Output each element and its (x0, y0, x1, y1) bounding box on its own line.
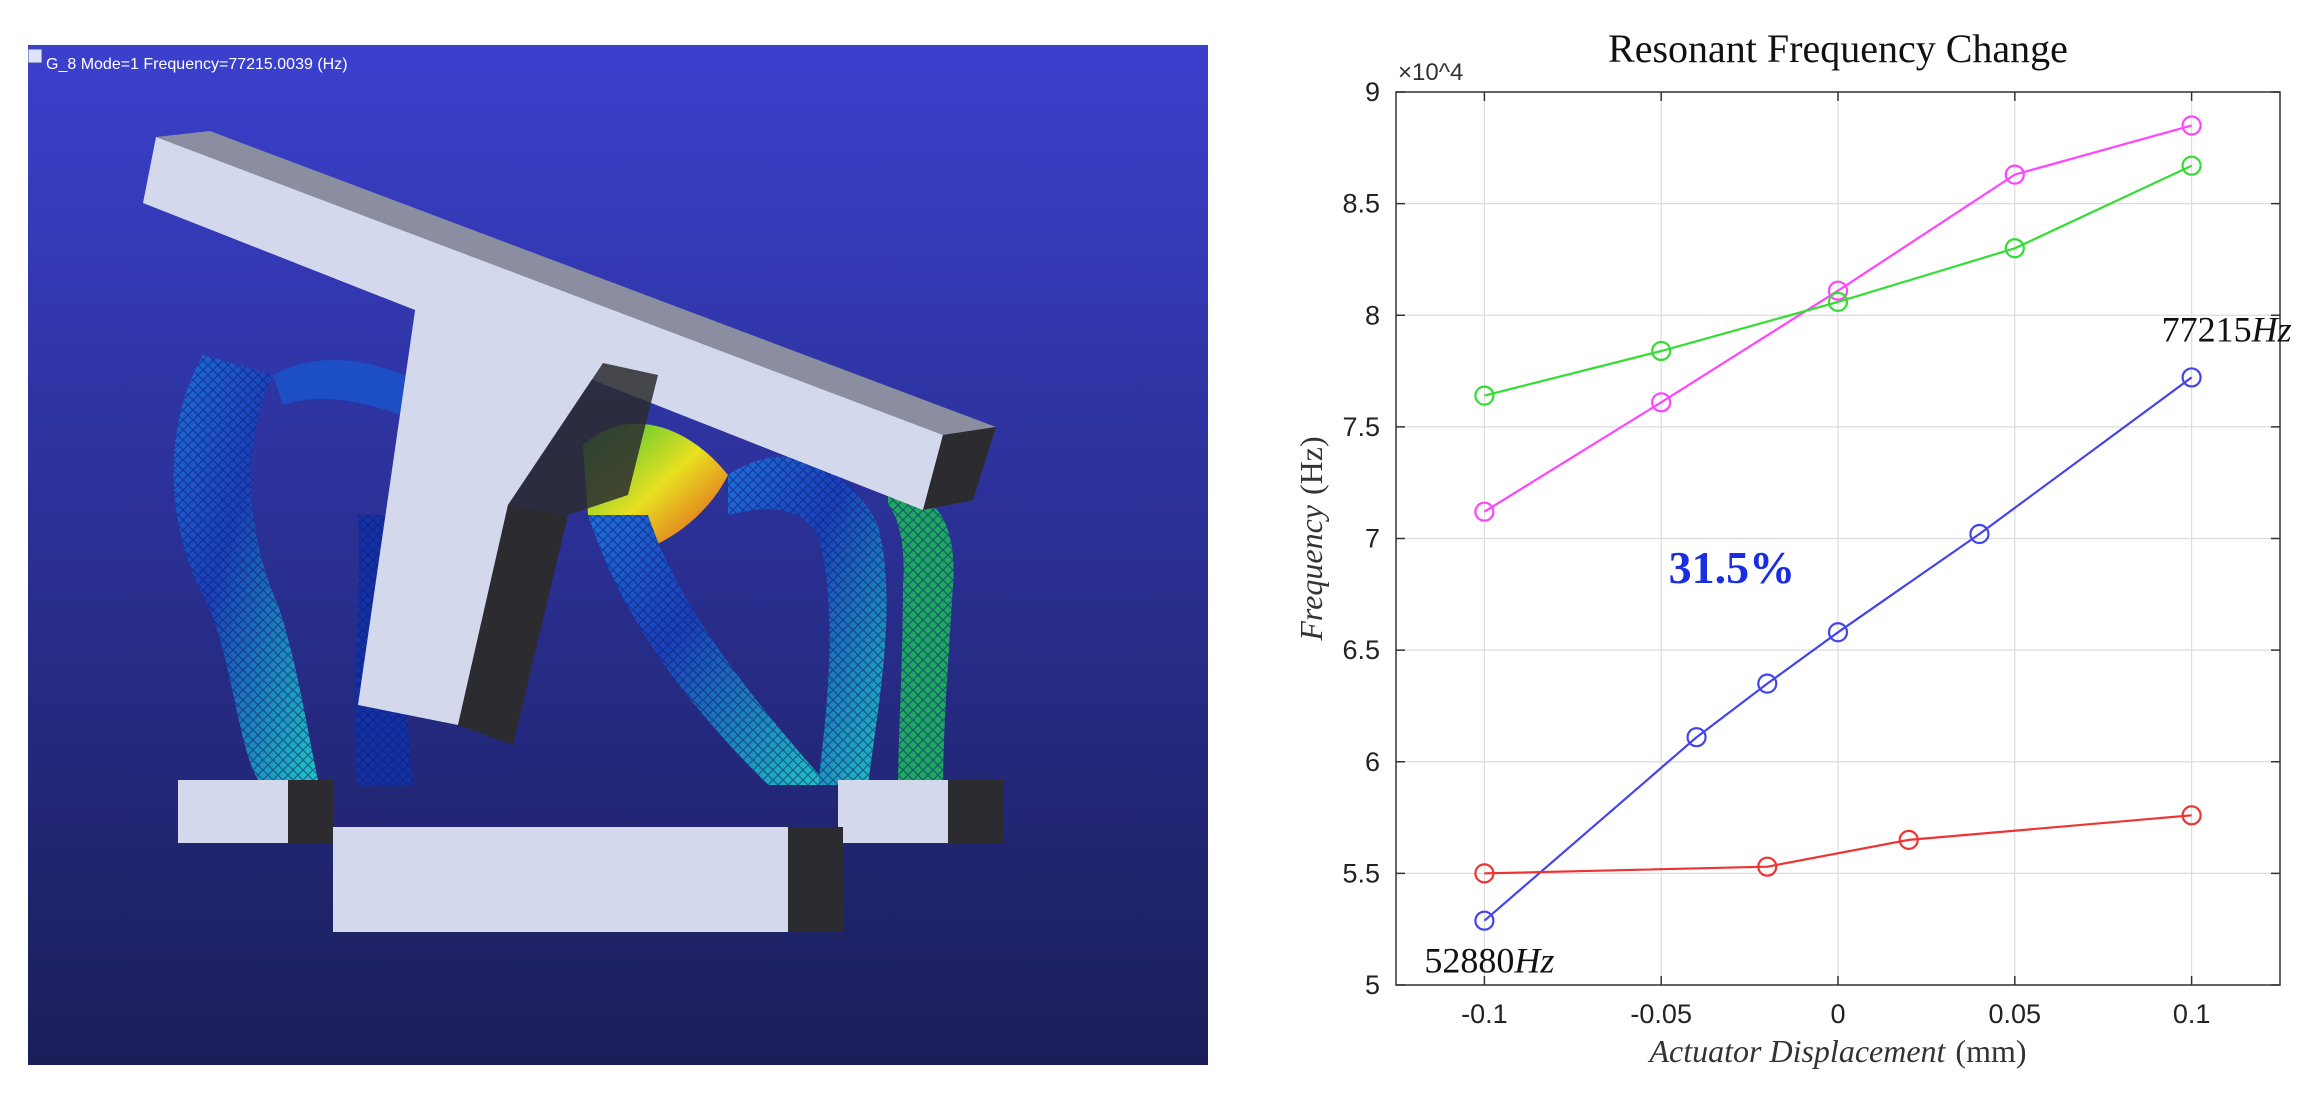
fea-header-text: G_8 Mode=1 Frequency=77215.0039 (Hz) (46, 56, 348, 73)
x-tick-label: 0.05 (1989, 999, 2042, 1029)
platform-top-edge (156, 131, 996, 435)
data-point (2181, 367, 2202, 388)
y-tick-label: 7 (1365, 524, 1380, 554)
data-point (1651, 340, 1672, 362)
x-tick-label: 0 (1830, 999, 1845, 1029)
fea-mode-view: G_8 Mode=1 Frequency=77215.0039 (Hz) (28, 45, 1208, 1065)
base-left-block (178, 780, 288, 843)
y-tick-label: 8 (1365, 300, 1380, 330)
view-icon (28, 48, 43, 64)
data-point (1474, 385, 1495, 406)
data-point (1474, 863, 1495, 884)
chart-svg: -0.1 -0.05 0 0.05 0.1 5 5.5 6 6.5 7 7.5 8 8.5 9 ×10^4 R… (1293, 26, 2292, 1069)
annotation-min-frequency: 52880Hz (1424, 941, 1554, 981)
y-tick-label: 6.5 (1342, 635, 1380, 665)
flexure-left-bridge (273, 359, 438, 425)
y-tick-label: 9 (1365, 77, 1380, 107)
data-point (1651, 392, 1672, 413)
data-point (1474, 910, 1495, 931)
y-tick-label: 7.5 (1342, 412, 1380, 442)
data-point (1474, 501, 1495, 522)
series-line-1 (1484, 164, 2193, 397)
data-point (1686, 727, 1707, 748)
platform-stem (358, 290, 603, 725)
labels: -0.1 -0.05 0 0.05 0.1 5 5.5 6 6.5 7 7.5 8 8.5 9 ×10^4 R… (1293, 26, 2292, 1069)
series-line-2 (1483, 376, 2193, 922)
data-point (2181, 115, 2202, 136)
y-tick-label: 5 (1365, 970, 1380, 1000)
y-tick-label: 5.5 (1342, 858, 1380, 888)
data-point (1827, 622, 1849, 643)
base-right-block (838, 780, 948, 843)
base-main-block (333, 827, 788, 932)
y-tick-label: 8.5 (1342, 189, 1380, 219)
data-point (2004, 238, 2025, 259)
series-line-0 (1483, 124, 2192, 513)
series-line-3 (1484, 814, 2192, 875)
fea-render: G_8 Mode=1 Frequency=77215.0039 (Hz) (28, 45, 1208, 1065)
data-point (1827, 291, 1849, 312)
y-tick-label: 6 (1365, 747, 1380, 777)
data-point (1757, 856, 1778, 877)
data-point (2004, 164, 2025, 185)
x-tick-label: -0.05 (1630, 999, 1692, 1029)
y-exponent-label: ×10^4 (1398, 59, 1463, 86)
y-axis-label: Frequency(Hz) (1293, 436, 1329, 641)
frequency-chart: -0.1 -0.05 0 0.05 0.1 5 5.5 6 6.5 7 7.5 8 8.5 9 ×10^4 R… (1270, 0, 2322, 1102)
data-point (1757, 673, 1778, 694)
data-point (1827, 280, 1849, 301)
data-point (2181, 805, 2202, 826)
series (1474, 115, 2202, 931)
x-tick-label: 0.1 (2173, 999, 2211, 1029)
data-point (1898, 829, 1919, 850)
data-point (2181, 155, 2202, 176)
x-axis-label: Actuator Displacement (mm) (1647, 1033, 2026, 1069)
platform-top-bar (143, 137, 943, 510)
x-tick-label: -0.1 (1461, 999, 1508, 1029)
annotation-max-frequency: 77215Hz (2162, 309, 2292, 349)
annotation-percent-change: 31.5% (1669, 542, 1796, 593)
chart-title: Resonant Frequency Change (1608, 26, 2068, 71)
grid (1396, 91, 2280, 986)
axes (1395, 91, 2281, 986)
data-point (1969, 523, 1990, 545)
